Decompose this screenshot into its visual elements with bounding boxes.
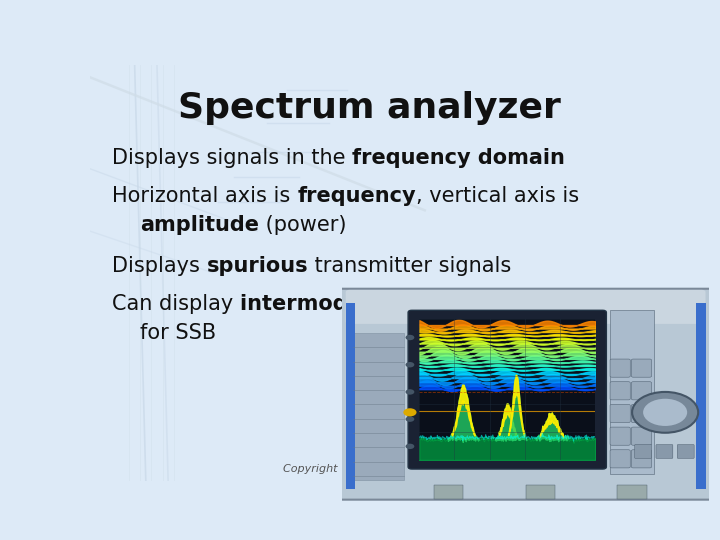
Text: Spectrum analyzer: Spectrum analyzer	[178, 91, 560, 125]
FancyBboxPatch shape	[656, 444, 673, 458]
Circle shape	[405, 335, 414, 340]
FancyBboxPatch shape	[631, 450, 652, 468]
FancyBboxPatch shape	[610, 450, 630, 468]
Bar	[433, 485, 463, 498]
FancyBboxPatch shape	[336, 289, 715, 500]
Bar	[526, 485, 555, 498]
FancyBboxPatch shape	[631, 404, 652, 422]
Bar	[610, 310, 654, 474]
Text: , vertical axis is: , vertical axis is	[416, 186, 579, 206]
Circle shape	[405, 389, 414, 395]
FancyBboxPatch shape	[346, 290, 706, 324]
Bar	[353, 333, 405, 481]
Circle shape	[643, 399, 687, 426]
FancyBboxPatch shape	[408, 310, 606, 469]
Text: transmitter signals: transmitter signals	[308, 256, 512, 276]
Text: intermodulation distortion products: intermodulation distortion products	[240, 294, 665, 314]
FancyBboxPatch shape	[610, 427, 630, 445]
Text: (power): (power)	[259, 215, 347, 235]
Bar	[419, 319, 595, 460]
Text: for SSB: for SSB	[140, 323, 216, 343]
Circle shape	[632, 392, 698, 433]
Circle shape	[405, 444, 414, 449]
FancyBboxPatch shape	[678, 444, 694, 458]
FancyBboxPatch shape	[610, 404, 630, 422]
Circle shape	[405, 362, 414, 367]
FancyBboxPatch shape	[631, 382, 652, 400]
Text: Displays: Displays	[112, 256, 207, 276]
Bar	[696, 303, 706, 489]
Bar	[346, 303, 355, 489]
Text: amplitude: amplitude	[140, 215, 259, 235]
Text: Horizontal axis is: Horizontal axis is	[112, 186, 297, 206]
FancyBboxPatch shape	[631, 427, 652, 445]
FancyBboxPatch shape	[610, 382, 630, 400]
Bar	[618, 485, 647, 498]
Text: Copyright © 2020 Noji Ratzlaff: Copyright © 2020 Noji Ratzlaff	[283, 464, 455, 474]
Text: spurious: spurious	[207, 256, 308, 276]
Circle shape	[405, 416, 414, 422]
Text: frequency domain: frequency domain	[353, 148, 565, 168]
Text: Displays signals in the: Displays signals in the	[112, 148, 353, 168]
FancyBboxPatch shape	[631, 359, 652, 377]
Text: frequency: frequency	[297, 186, 416, 206]
Text: Can display: Can display	[112, 294, 240, 314]
Circle shape	[403, 408, 417, 416]
FancyBboxPatch shape	[610, 359, 630, 377]
FancyBboxPatch shape	[634, 444, 652, 458]
